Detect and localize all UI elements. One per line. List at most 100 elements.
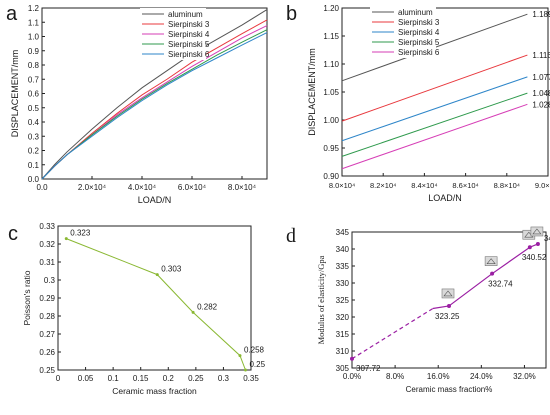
- c-y-tick-label: 0.26: [39, 348, 55, 357]
- b-x-axis-label: LOAD/N: [428, 193, 462, 203]
- a-y-tick-label: 0.8: [28, 61, 40, 70]
- a-x-tick-label: 8.0×10⁴: [228, 183, 257, 192]
- d-y-axis-label: Modulus of elasticity/Gpa: [316, 255, 326, 344]
- c-x-tick-label: 0: [56, 374, 61, 383]
- b-x-tick-label: 8.0×10⁴: [329, 181, 355, 190]
- c-x-tick-label: 0.15: [133, 374, 149, 383]
- d-y-tick-label: 320: [336, 313, 350, 322]
- c-y-tick-label: 0.27: [39, 330, 55, 339]
- c-data-point: [155, 273, 159, 277]
- c-data-label: 0.323: [70, 229, 91, 238]
- b-y-tick-label: 1.00: [323, 116, 339, 125]
- d-y-tick-label: 325: [336, 296, 350, 305]
- panel-c-label: c: [8, 223, 18, 245]
- d-x-tick-label: 8.0%: [386, 372, 404, 381]
- c-data-label: 0.303: [161, 265, 182, 274]
- c-y-tick-label: 0.31: [39, 258, 55, 267]
- b-end-value-label: 1.189: [532, 10, 550, 19]
- b-legend-label: aluminum: [398, 8, 433, 17]
- d-x-tick-label: 32.0%: [513, 372, 536, 381]
- panel-b-chart: 0.90 0.95 1.00 1.05 1.10 1.15 1.20 8.0×10⁴ 8.2×1…: [307, 4, 550, 203]
- a-y-tick-label: 1.2: [28, 4, 40, 13]
- d-y-tick-label: 340: [336, 245, 350, 254]
- d-unit-cell-triangle: [443, 290, 453, 297]
- b-end-value-label: 1.048: [532, 89, 550, 98]
- c-x-tick-label: 0.35: [243, 374, 259, 383]
- panel-c-chart: 0.25 0.26 0.27 0.28 0.29 0.3 0.31 0.32 0.33 0 0.05…: [22, 222, 266, 396]
- a-x-axis-label: LOAD/N: [138, 195, 172, 205]
- panel-b-label: b: [286, 3, 297, 25]
- b-end-value-label: 1.116: [532, 51, 550, 60]
- a-y-tick-label: 0.5: [28, 104, 40, 113]
- b-legend-label: Sierpinski 4: [398, 28, 440, 37]
- d-x-axis-label: Ceramic mass fraction%: [406, 385, 493, 394]
- panel-d-chart: 305 310 315 320 325 330 335 340 345 0.0% 8.0% 16.0%…: [316, 226, 550, 394]
- d-unit-cell-icon: [530, 226, 544, 237]
- c-y-tick-label: 0.3: [44, 276, 56, 285]
- b-x-tick-label: 8.8×10⁴: [494, 181, 520, 190]
- c-y-tick-label: 0.28: [39, 312, 55, 321]
- a-x-tick-label: 0.0: [36, 183, 48, 192]
- d-plot-frame: [351, 231, 547, 369]
- a-y-tick-label: 0.4: [28, 118, 40, 127]
- a-y-tick-label: 1.0: [28, 33, 40, 42]
- d-data-point: [447, 303, 451, 308]
- a-x-tick-label: 4.0×10⁴: [128, 183, 157, 192]
- c-y-tick-label: 0.25: [39, 366, 55, 375]
- c-data-label: 0.282: [197, 302, 218, 311]
- d-data-label: 307.72: [356, 364, 381, 373]
- a-legend-label: Sierpinski 6: [168, 50, 210, 59]
- c-data-label: 0.258: [244, 346, 265, 355]
- d-data-point: [490, 271, 495, 276]
- b-legend-label: Sierpinski 3: [398, 18, 440, 27]
- a-x-tick-label: 6.0×10⁴: [178, 183, 207, 192]
- d-x-tick-label: 16.0%: [427, 372, 450, 381]
- a-legend-label: aluminum: [168, 10, 203, 19]
- c-data-point: [191, 310, 195, 314]
- c-y-tick-label: 0.29: [39, 294, 55, 303]
- c-x-axis-label: Ceramic mass fraction: [112, 386, 197, 396]
- b-end-value-label: 1.028: [532, 100, 550, 109]
- d-x-tick-label: 24.0%: [470, 372, 493, 381]
- a-series-line: [41, 9, 268, 180]
- c-data-point: [238, 354, 242, 358]
- d-unit-cell-triangle: [486, 258, 496, 264]
- d-connector-line: [432, 305, 450, 310]
- a-y-tick-label: 0.2: [28, 147, 40, 156]
- d-x-tick-label: 0.0%: [343, 372, 361, 381]
- b-y-tick-label: 1.10: [323, 60, 339, 69]
- b-x-tick-label: 8.6×10⁴: [452, 181, 478, 190]
- a-y-tick-label: 0.1: [28, 161, 40, 170]
- c-series-line: [66, 238, 246, 371]
- c-plot-frame: [57, 225, 252, 371]
- panel-d-label: d: [286, 225, 296, 247]
- b-legend-label: Sierpinski 6: [398, 48, 440, 57]
- b-series-line: [341, 54, 528, 122]
- panel-a-label: a: [6, 3, 18, 25]
- d-unit-cell-icon: [484, 256, 498, 266]
- a-y-tick-label: 0.3: [28, 132, 40, 141]
- c-x-tick-label: 0.1: [108, 374, 120, 383]
- c-data-point: [243, 368, 247, 372]
- d-y-tick-label: 330: [336, 279, 350, 288]
- a-series-line: [41, 32, 268, 180]
- d-data-point: [350, 356, 354, 361]
- d-y-tick-label: 335: [336, 262, 350, 271]
- a-y-tick-label: 0.6: [28, 90, 40, 99]
- a-legend-label: Sierpinski 5: [168, 40, 210, 49]
- c-x-tick-label: 0.2: [163, 374, 175, 383]
- d-data-label: 341.48: [544, 234, 550, 243]
- b-series-line: [341, 92, 528, 157]
- c-x-tick-label: 0.25: [188, 374, 204, 383]
- a-y-tick-label: 1.1: [28, 18, 40, 27]
- b-y-tick-label: 0.90: [323, 172, 339, 181]
- b-y-axis-label: DISPLACEMENT/mm: [307, 48, 317, 136]
- c-data-point: [64, 237, 68, 241]
- c-data-label: 0.25: [249, 360, 265, 369]
- d-unit-cell-icon: [441, 288, 455, 299]
- a-y-tick-label: 0.7: [28, 75, 40, 84]
- b-x-tick-label: 9.0×10⁴: [535, 181, 550, 190]
- a-y-tick-label: 0.9: [28, 47, 40, 56]
- b-series-line: [341, 103, 528, 170]
